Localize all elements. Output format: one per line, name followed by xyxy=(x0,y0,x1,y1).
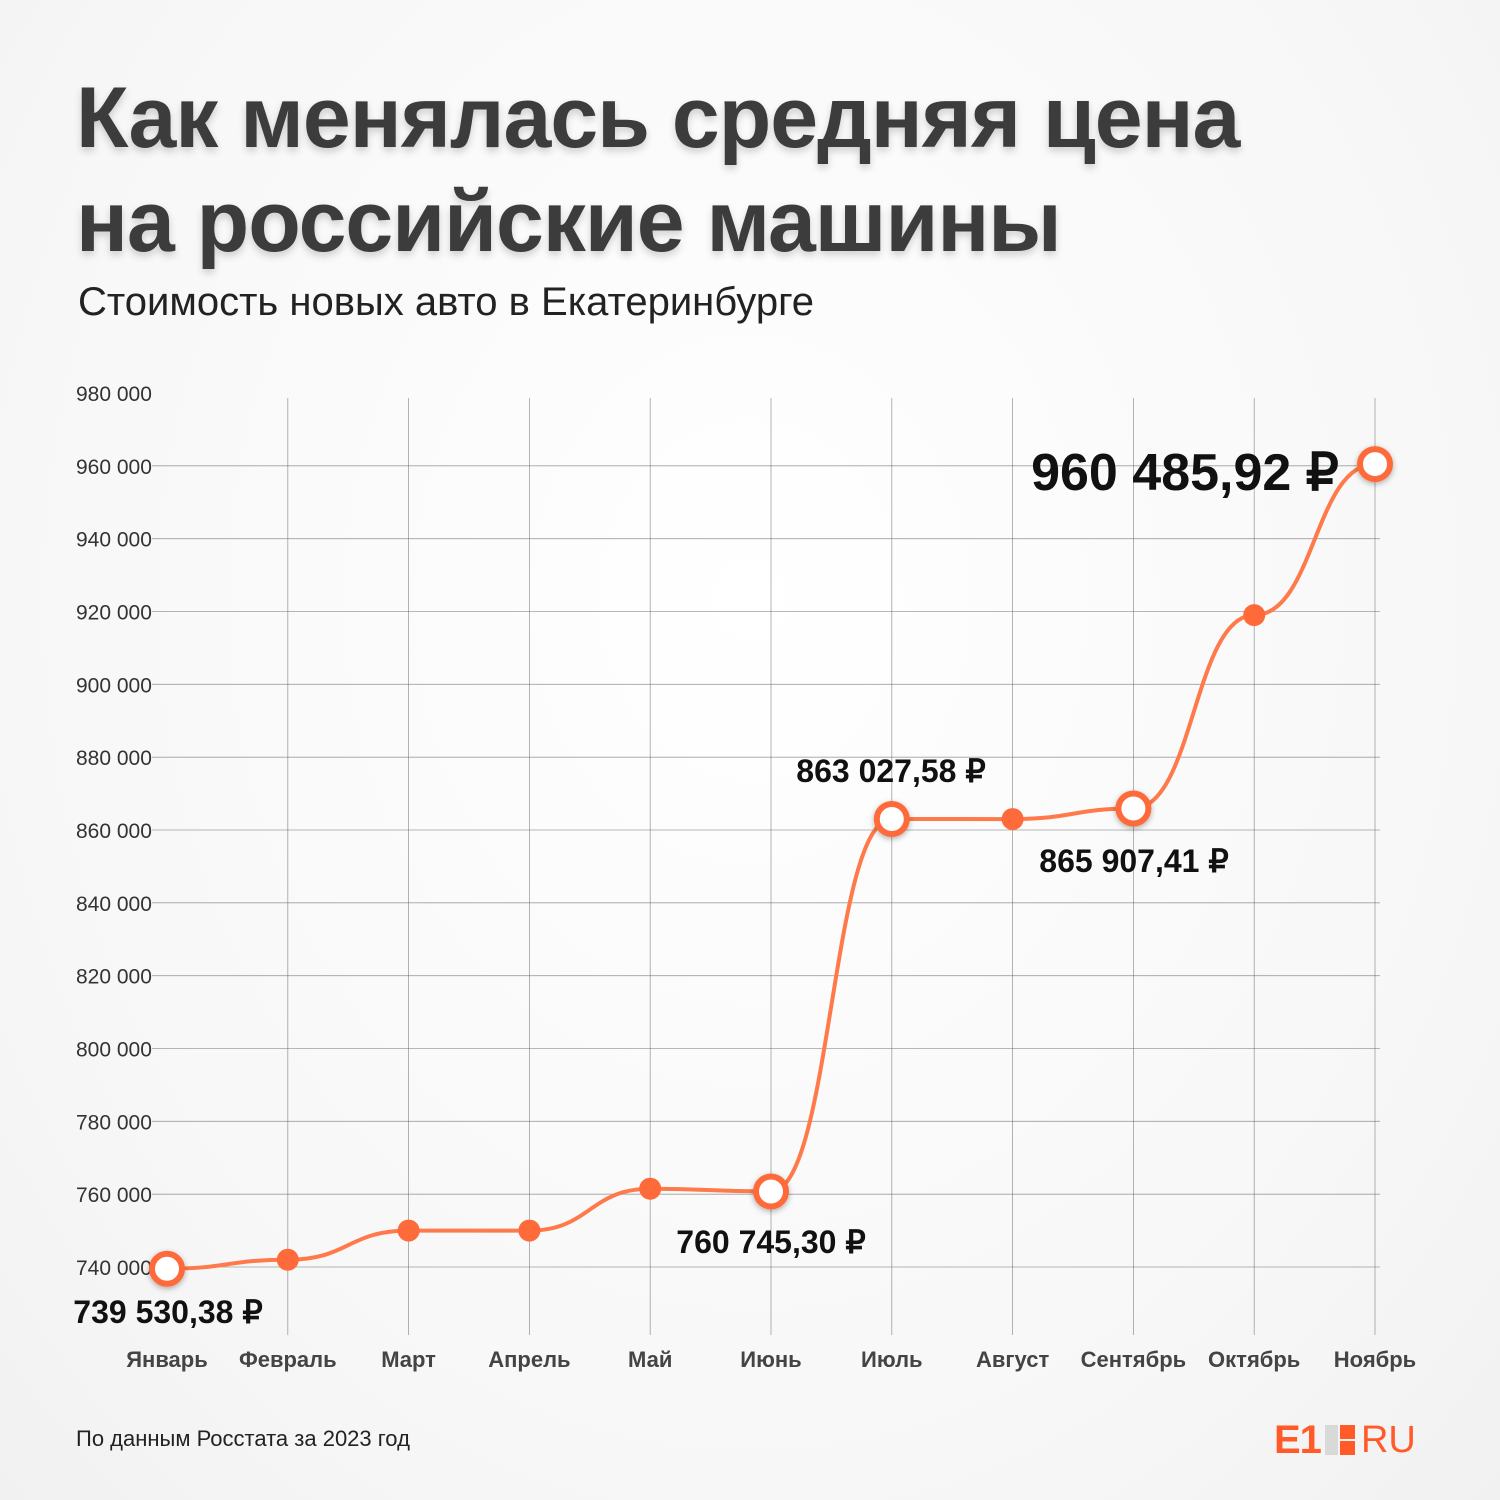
y-tick-label: 800 000 xyxy=(76,1039,152,1062)
x-tick-label: Май xyxy=(628,1347,672,1372)
x-tick-label: Апрель xyxy=(488,1347,570,1372)
chart-title: Как менялась средняя цена на российские … xyxy=(76,66,1456,274)
x-tick-label: Август xyxy=(976,1347,1049,1372)
x-tick-label: Март xyxy=(381,1347,436,1372)
data-points xyxy=(149,446,1393,1287)
data-point xyxy=(1001,808,1024,831)
y-tick-label: 880 000 xyxy=(76,747,152,770)
data-labels: 739 530,38 ₽ 760 745,30 ₽ 863 027,58 ₽ 865 … xyxy=(73,444,1339,1330)
x-tick-label: Июль xyxy=(861,1347,923,1372)
y-tick-label: 980 000 xyxy=(76,383,152,406)
y-tick-label: 740 000 xyxy=(76,1257,152,1280)
data-label: 863 027,58 ₽ xyxy=(796,753,985,789)
e1-logo: E1 RU xyxy=(1274,1417,1416,1462)
x-tick-label: Июнь xyxy=(740,1347,801,1372)
x-tick-label: Сентябрь xyxy=(1081,1347,1187,1372)
data-point-highlight xyxy=(1357,446,1393,483)
data-label: 865 907,41 ₽ xyxy=(1039,843,1228,879)
x-tick-label: Ноябрь xyxy=(1334,1347,1416,1372)
y-axis-ticks: 740 000 760 000 780 000 800 000 820 000 840 0… xyxy=(76,383,152,1280)
data-point-highlight xyxy=(753,1173,789,1210)
logo-e1-text: E1 xyxy=(1274,1417,1322,1462)
chart-title-line-1: Как менялась средняя цена xyxy=(76,70,1240,166)
data-point xyxy=(397,1219,420,1242)
y-tick-label: 960 000 xyxy=(76,456,152,479)
y-tick-label: 760 000 xyxy=(76,1184,152,1207)
y-tick-label: 900 000 xyxy=(76,674,152,697)
y-tick-label: 780 000 xyxy=(76,1111,152,1134)
source-note: По данным Росстата за 2023 год xyxy=(76,1426,410,1451)
y-tick-label: 840 000 xyxy=(76,893,152,916)
x-tick-label: Январь xyxy=(126,1347,208,1372)
y-tick-label: 860 000 xyxy=(76,820,152,843)
y-tick-label: 940 000 xyxy=(76,529,152,552)
data-point-highlight xyxy=(873,800,910,837)
series-line xyxy=(166,462,1376,1271)
data-label: 739 530,38 ₽ xyxy=(73,1294,262,1330)
data-point xyxy=(276,1248,299,1271)
line-chart: 740 000 760 000 780 000 800 000 820 000 840 0… xyxy=(73,383,1416,1372)
grid xyxy=(152,398,1380,1335)
data-point xyxy=(518,1219,541,1242)
chart-subtitle: Стоимость новых авто в Екатеринбурге xyxy=(78,280,815,324)
y-tick-label: 820 000 xyxy=(76,966,152,989)
x-tick-label: Февраль xyxy=(239,1347,337,1372)
data-point xyxy=(639,1177,662,1200)
logo-squares-icon xyxy=(1324,1425,1355,1455)
chart-title-line-2: на российские машины xyxy=(76,174,1062,270)
x-tick-label: Октябрь xyxy=(1208,1347,1300,1372)
data-label: 760 745,30 ₽ xyxy=(676,1224,865,1260)
data-point-highlight xyxy=(1115,790,1152,827)
y-tick-label: 920 000 xyxy=(76,602,152,625)
data-label: 960 485,92 ₽ xyxy=(1031,444,1339,502)
x-axis-ticks: Январь Февраль Март Апрель Май Июнь Июль Август… xyxy=(126,1347,1416,1372)
logo-ru-text: RU xyxy=(1360,1418,1416,1461)
data-point-highlight xyxy=(149,1250,185,1287)
data-point xyxy=(1243,604,1266,627)
